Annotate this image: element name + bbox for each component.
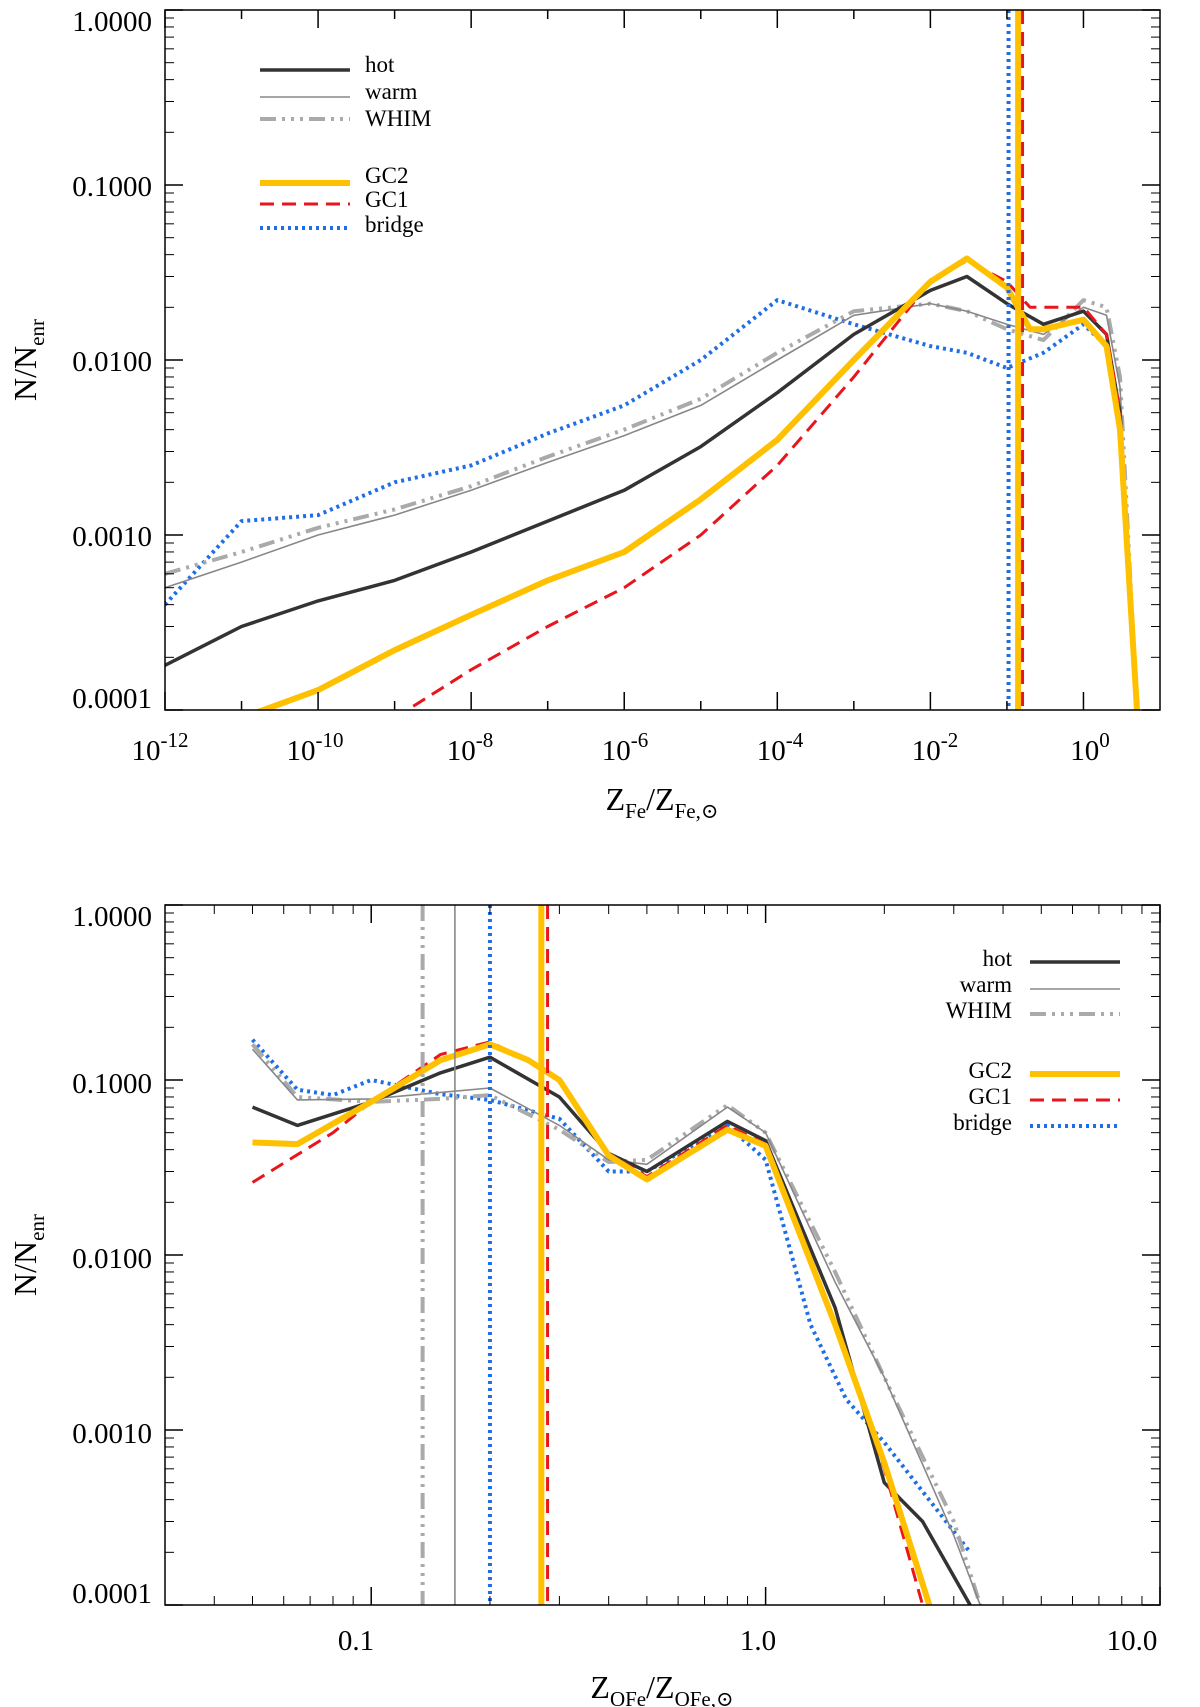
top-y-tick-label: 0.0100	[72, 346, 152, 378]
top-x-tick-label: 10-10	[287, 728, 344, 767]
top-vlines-group	[1006, 10, 1025, 710]
top-series-whim	[165, 298, 1139, 710]
top-ticks-group	[164, 9, 1160, 711]
bottom-legend-label-gc1: GC1	[969, 1084, 1012, 1109]
bottom-series-bridge	[251, 1038, 972, 1554]
top-series-warm	[165, 302, 1138, 710]
top-x-axis-title: ZFe/ZFe,⊙	[606, 781, 719, 823]
bottom-legend-label-hot: hot	[983, 946, 1013, 971]
bottom-y-tick-label: 1.0000	[72, 901, 152, 933]
bottom-y-tick-label: 0.0001	[72, 1578, 152, 1610]
top-x-tick-label: 10-8	[447, 728, 494, 767]
top-panel: 1.0000 0.1000 0.0100 0.0010 0.0001 10-12…	[7, 6, 1161, 823]
bottom-x-tick-label: 10.0	[1107, 1625, 1158, 1657]
bottom-series-gc2	[252, 1041, 933, 1605]
bottom-x-axis-title: ZOFe/ZOFe,⊙	[590, 1669, 733, 1707]
top-legend-label-bridge: bridge	[365, 212, 424, 237]
top-y-axis-title: N/Nenr	[7, 319, 49, 401]
top-x-tick-label: 10-4	[757, 728, 804, 767]
top-legend-label-gc1: GC1	[365, 187, 408, 212]
bottom-series-group	[250, 1038, 983, 1605]
bottom-y-tick-label: 0.0010	[72, 1418, 152, 1450]
top-series-gc2	[254, 255, 1140, 710]
top-legend-label-whim: WHIM	[365, 106, 431, 131]
bottom-y-axis-title: N/Nenr	[7, 1214, 49, 1296]
top-y-tick-label: 0.0001	[72, 683, 152, 715]
top-x-tick-label: 10-6	[602, 728, 649, 767]
top-x-tick-label: 100	[1070, 728, 1110, 767]
bottom-ticks-group	[164, 904, 1161, 1606]
bottom-y-tick-label: 0.1000	[72, 1068, 152, 1100]
top-x-tick-label: 10-12	[132, 728, 189, 767]
bottom-x-tick-label: 1.0	[740, 1625, 776, 1657]
bottom-legend-label-bridge: bridge	[953, 1110, 1012, 1135]
bottom-vlines-group	[420, 905, 550, 1605]
top-y-tick-label: 0.1000	[72, 171, 152, 203]
bottom-legend-label-warm: warm	[960, 972, 1012, 997]
bottom-legend-label-gc2: GC2	[969, 1058, 1012, 1083]
top-x-tick-label: 10-2	[912, 728, 959, 767]
bottom-legend-label-whim: WHIM	[946, 998, 1012, 1023]
top-y-tick-label: 1.0000	[72, 6, 152, 38]
bottom-legend: hot warm WHIM GC2 GC1 bridge	[946, 946, 1120, 1135]
top-series-group	[165, 255, 1140, 710]
bottom-x-tick-label: 0.1	[338, 1625, 374, 1657]
bottom-panel: 1.0000 0.1000 0.0100 0.0010 0.0001 0.1 1…	[7, 901, 1161, 1707]
top-legend-label-hot: hot	[365, 52, 395, 77]
top-series-hot	[165, 274, 1139, 710]
bottom-y-tick-label: 0.0100	[72, 1243, 152, 1275]
top-legend: hot warm WHIM GC2 GC1 bridge	[260, 52, 431, 237]
top-y-tick-label: 0.0010	[72, 521, 152, 553]
top-legend-label-warm: warm	[365, 79, 417, 104]
top-legend-label-gc2: GC2	[365, 163, 408, 188]
top-series-gc1	[404, 259, 1139, 710]
